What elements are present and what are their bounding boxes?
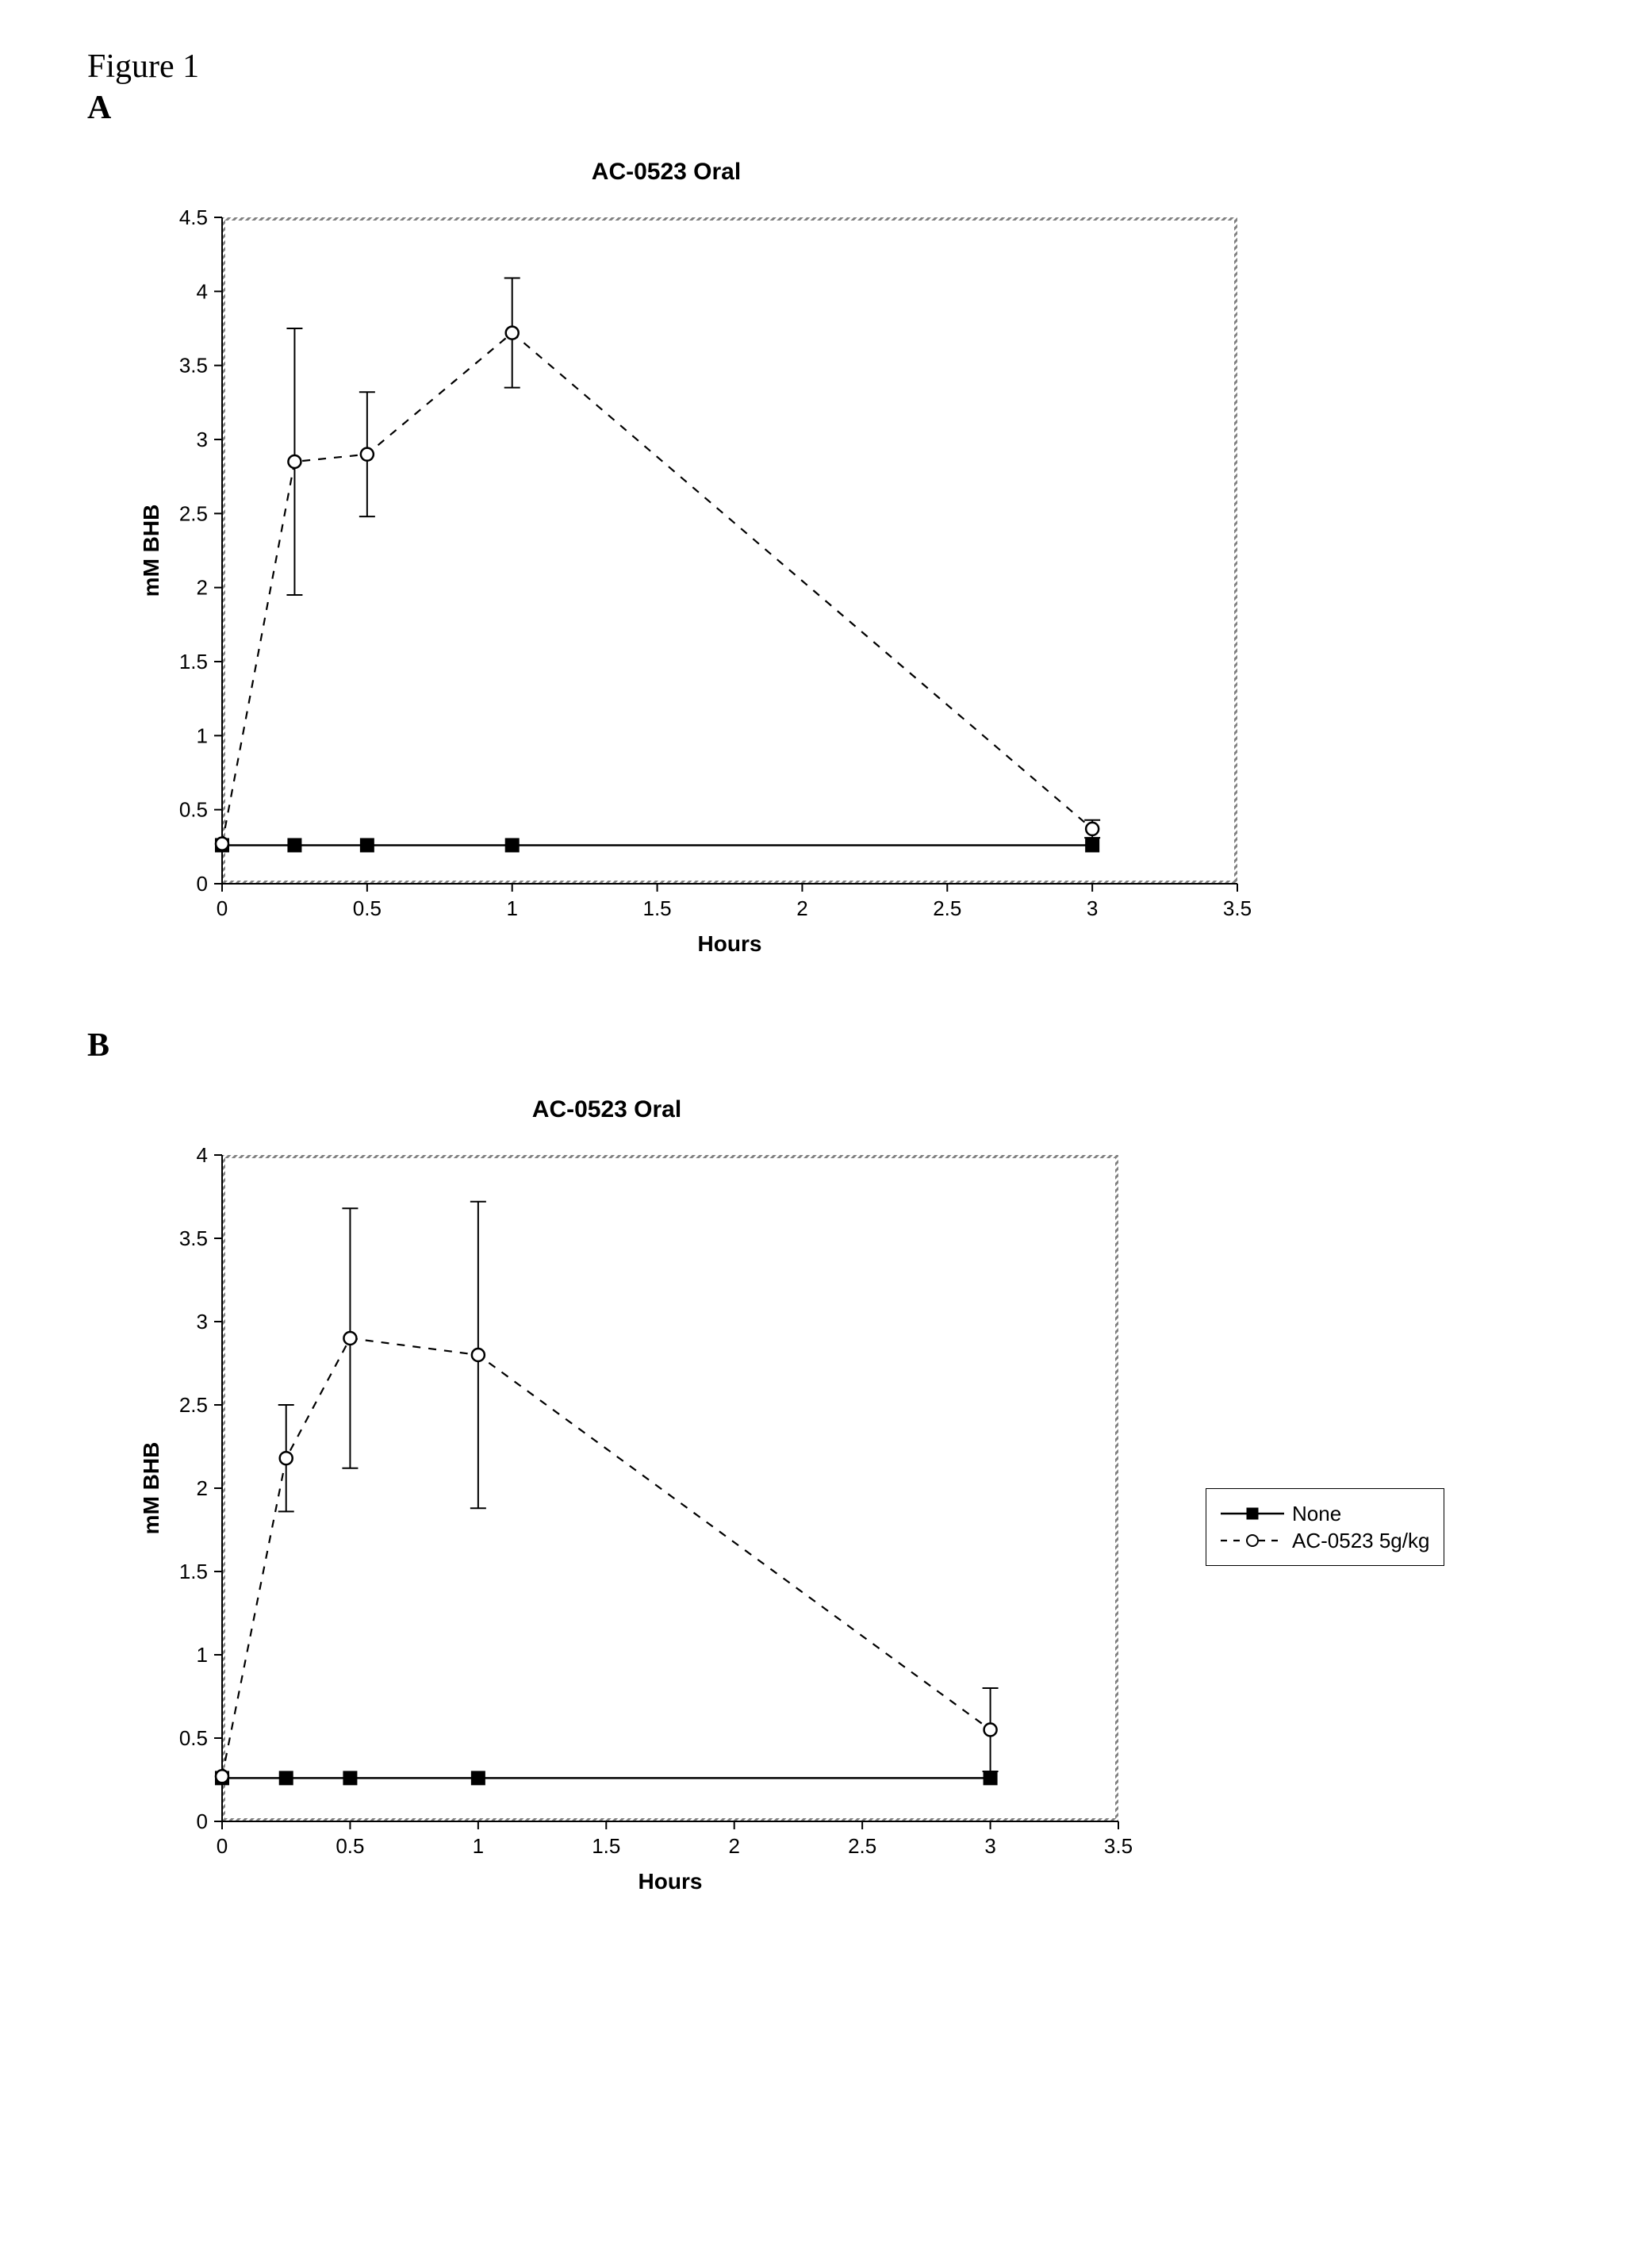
y-tick-label: 0.5 bbox=[179, 1726, 208, 1750]
y-axis-label: mM BHB bbox=[139, 505, 163, 597]
legend-swatch bbox=[1221, 1530, 1284, 1551]
data-point-square bbox=[361, 839, 374, 851]
y-tick-label: 4.5 bbox=[179, 209, 208, 229]
y-tick-label: 1 bbox=[197, 1643, 208, 1667]
data-point-circle bbox=[343, 1332, 356, 1345]
x-tick-label: 1 bbox=[506, 896, 517, 920]
y-tick-label: 2.5 bbox=[179, 501, 208, 525]
data-point-square bbox=[472, 1771, 485, 1784]
x-tick-label: 3 bbox=[1087, 896, 1098, 920]
legend-swatch bbox=[1221, 1503, 1284, 1524]
panel-a: A AC-0523 Oral 0 0.5 1 1.5 2 2.5 3 3.5 0 0.5 1 1.5 2… bbox=[87, 89, 1563, 971]
x-tick-label: 0 bbox=[217, 1834, 228, 1858]
data-point-square bbox=[343, 1771, 356, 1784]
x-axis-label: Hours bbox=[639, 1869, 703, 1894]
y-tick-label: 4 bbox=[197, 1147, 208, 1167]
panel-b: B AC-0523 Oral 0 0.5 1 1.5 2 2.5 3 3.5 0 0.5 1 1.5 2… bbox=[87, 1027, 1563, 1909]
data-point-square bbox=[280, 1771, 293, 1784]
data-point-circle bbox=[506, 327, 519, 340]
chart-b: 0 0.5 1 1.5 2 2.5 3 3.5 0 0.5 1 1.5 2 2.5 3 3.5 4 Hours mM… bbox=[135, 1147, 1563, 1909]
legend-item: None bbox=[1221, 1500, 1429, 1527]
data-point-square bbox=[1086, 839, 1099, 851]
panel-b-label: B bbox=[87, 1027, 1563, 1065]
y-tick-label: 1.5 bbox=[179, 650, 208, 673]
y-tick-label: 2 bbox=[197, 1476, 208, 1500]
y-tick-label: 2 bbox=[197, 576, 208, 600]
x-tick-label: 3.5 bbox=[1104, 1834, 1133, 1858]
y-tick-label: 1.5 bbox=[179, 1560, 208, 1583]
y-tick-label: 3 bbox=[197, 428, 208, 451]
data-point-circle bbox=[984, 1724, 997, 1736]
y-tick-label: 1 bbox=[197, 723, 208, 747]
page: Figure 1 A AC-0523 Oral 0 0.5 1 1.5 2 2.5 3 3.5… bbox=[0, 0, 1626, 2268]
chart-svg: 0 0.5 1 1.5 2 2.5 3 3.5 0 0.5 1 1.5 2 2.5 3 3.5 4 4.5 Hour… bbox=[135, 209, 1253, 971]
x-tick-label: 0 bbox=[217, 896, 228, 920]
x-tick-label: 2.5 bbox=[933, 896, 961, 920]
x-tick-label: 0.5 bbox=[353, 896, 382, 920]
data-point-square bbox=[288, 839, 301, 851]
data-point-circle bbox=[1086, 823, 1099, 835]
legend-item: AC-0523 5g/kg bbox=[1221, 1527, 1429, 1554]
y-tick-label: 0 bbox=[197, 872, 208, 896]
x-tick-label: 1 bbox=[473, 1834, 484, 1858]
x-tick-label: 2.5 bbox=[848, 1834, 876, 1858]
x-tick-label: 3.5 bbox=[1223, 896, 1252, 920]
x-tick-label: 1.5 bbox=[642, 896, 671, 920]
y-tick-label: 0.5 bbox=[179, 798, 208, 822]
legend-label: AC-0523 5g/kg bbox=[1292, 1529, 1429, 1553]
x-tick-label: 1.5 bbox=[592, 1834, 620, 1858]
y-tick-label: 3 bbox=[197, 1310, 208, 1334]
y-tick-label: 2.5 bbox=[179, 1393, 208, 1417]
data-point-square bbox=[506, 839, 519, 851]
x-tick-label: 0.5 bbox=[336, 1834, 364, 1858]
x-tick-label: 2 bbox=[728, 1834, 739, 1858]
x-tick-label: 2 bbox=[796, 896, 807, 920]
x-tick-label: 3 bbox=[984, 1834, 995, 1858]
chart-a-title: AC-0523 Oral bbox=[135, 159, 1198, 186]
y-tick-label: 4 bbox=[197, 279, 208, 303]
y-axis-label: mM BHB bbox=[139, 1442, 163, 1535]
x-axis-label: Hours bbox=[698, 931, 762, 956]
y-tick-label: 0 bbox=[197, 1809, 208, 1833]
data-point-square bbox=[984, 1771, 997, 1784]
data-point-circle bbox=[472, 1349, 485, 1361]
data-point-circle bbox=[361, 448, 374, 461]
panel-a-label: A bbox=[87, 89, 1563, 127]
data-point-circle bbox=[288, 455, 301, 468]
data-point-circle bbox=[280, 1452, 293, 1464]
chart-svg: 0 0.5 1 1.5 2 2.5 3 3.5 0 0.5 1 1.5 2 2.5 3 3.5 4 Hours mM… bbox=[135, 1147, 1134, 1909]
chart-b-title: AC-0523 Oral bbox=[135, 1096, 1079, 1123]
data-point-circle bbox=[216, 838, 228, 850]
legend-label: None bbox=[1292, 1502, 1341, 1526]
chart-a: 0 0.5 1 1.5 2 2.5 3 3.5 0 0.5 1 1.5 2 2.5 3 3.5 4 4.5 Hour… bbox=[135, 209, 1563, 971]
y-tick-label: 3.5 bbox=[179, 354, 208, 378]
y-tick-label: 3.5 bbox=[179, 1226, 208, 1250]
legend: None AC-0523 5g/kg bbox=[1206, 1488, 1444, 1566]
figure-label: Figure 1 bbox=[87, 48, 1563, 86]
data-point-circle bbox=[216, 1770, 228, 1783]
